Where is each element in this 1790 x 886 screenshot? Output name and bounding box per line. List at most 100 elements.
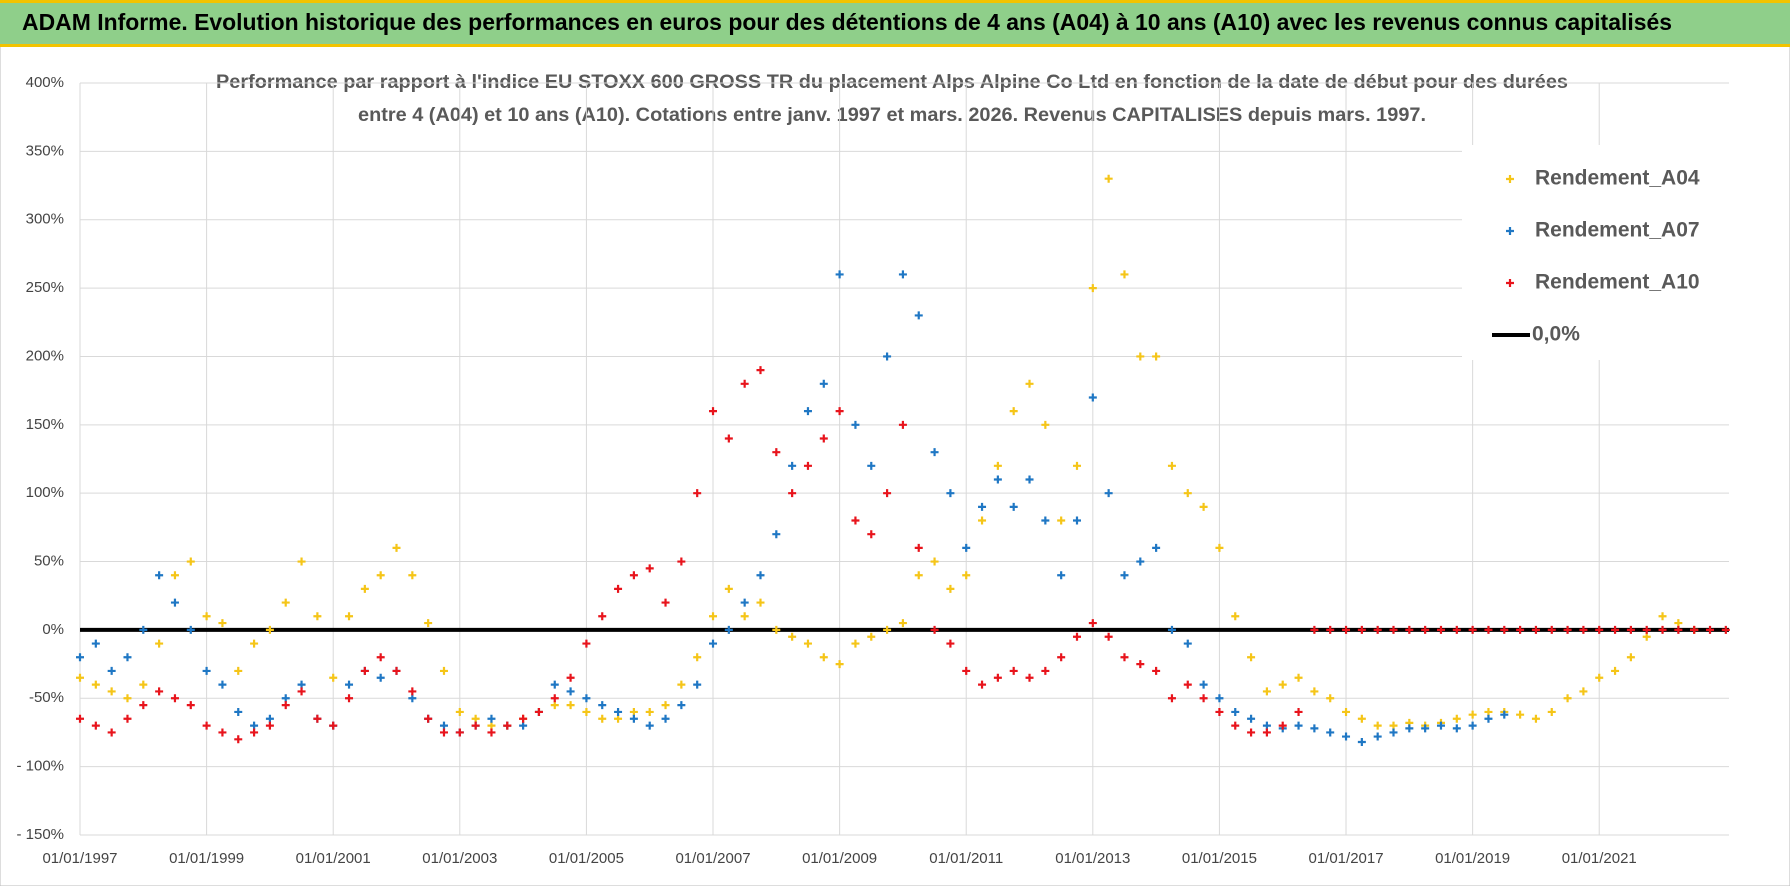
data-point xyxy=(693,653,702,662)
y-tick-label: 100% xyxy=(26,484,64,501)
data-point xyxy=(313,612,322,621)
y-tick-label: 400% xyxy=(26,74,64,91)
data-point xyxy=(439,666,448,675)
x-tick-label: 01/01/2013 xyxy=(1055,850,1130,867)
data-point xyxy=(1642,625,1651,634)
data-point xyxy=(218,619,227,628)
data-point xyxy=(1690,625,1699,634)
data-point xyxy=(1310,687,1319,696)
data-point xyxy=(946,639,955,648)
data-point xyxy=(1120,270,1129,279)
data-point xyxy=(155,571,164,580)
data-point xyxy=(408,571,417,580)
data-point xyxy=(1373,721,1382,730)
data-point xyxy=(202,666,211,675)
data-point xyxy=(170,694,179,703)
data-point xyxy=(265,721,274,730)
data-point xyxy=(835,407,844,416)
data-point xyxy=(1073,516,1081,525)
data-point xyxy=(218,680,227,689)
data-point xyxy=(76,673,84,682)
data-point xyxy=(788,632,797,641)
data-point xyxy=(709,612,718,621)
data-point xyxy=(455,728,464,737)
data-point xyxy=(756,571,765,580)
data-point xyxy=(993,461,1002,470)
data-point xyxy=(1421,724,1430,733)
data-point xyxy=(1547,707,1556,716)
data-point xyxy=(835,270,844,279)
legend-box xyxy=(1462,145,1730,360)
legend-label: Rendement_A04 xyxy=(1535,167,1700,190)
data-point xyxy=(170,571,179,580)
legend-marker xyxy=(1506,175,1514,183)
data-point xyxy=(1120,571,1129,580)
data-point xyxy=(1468,721,1477,730)
data-point xyxy=(819,653,828,662)
data-point xyxy=(76,653,84,662)
data-point xyxy=(582,694,591,703)
data-point xyxy=(867,632,876,641)
legend: Rendement_A04 Rendement_A07 Rendement_A10 0… xyxy=(1462,145,1730,360)
data-point xyxy=(598,701,607,710)
data-point xyxy=(76,714,84,723)
data-point xyxy=(1167,461,1176,470)
data-point xyxy=(439,721,448,730)
title-bar xyxy=(0,0,1790,46)
data-point xyxy=(1025,673,1034,682)
data-point xyxy=(1452,724,1461,733)
y-tick-label: 150% xyxy=(26,416,64,433)
data-point xyxy=(614,584,623,593)
data-point xyxy=(281,598,290,607)
data-point xyxy=(1009,502,1018,511)
data-point xyxy=(835,660,844,669)
data-point xyxy=(1104,489,1113,498)
data-point xyxy=(1088,619,1097,628)
data-point xyxy=(1342,732,1351,741)
data-point xyxy=(1516,625,1525,634)
data-point xyxy=(740,379,749,388)
data-point xyxy=(883,625,892,634)
data-point xyxy=(91,680,100,689)
data-point xyxy=(487,714,496,723)
data-point xyxy=(1373,732,1382,741)
y-tick-label: -50% xyxy=(29,689,64,706)
data-point xyxy=(1452,714,1461,723)
data-point xyxy=(1468,710,1477,719)
x-tick-label: 01/01/2019 xyxy=(1435,850,1510,867)
data-point xyxy=(1626,653,1635,662)
x-tick-label: 01/01/2011 xyxy=(929,850,1003,867)
data-point xyxy=(1326,625,1335,634)
data-point xyxy=(1294,721,1303,730)
data-point xyxy=(281,701,290,710)
data-point xyxy=(1136,660,1145,669)
legend-label: 0,0% xyxy=(1532,323,1580,346)
data-point xyxy=(1262,728,1271,737)
data-point xyxy=(1658,612,1667,621)
data-point xyxy=(772,625,781,634)
data-point xyxy=(139,625,148,634)
data-point xyxy=(661,701,670,710)
data-point xyxy=(487,728,496,737)
data-point xyxy=(677,701,686,710)
data-point xyxy=(534,707,543,716)
data-point xyxy=(392,543,401,552)
data-point xyxy=(1231,707,1240,716)
data-point xyxy=(202,612,211,621)
data-point xyxy=(297,687,306,696)
data-point xyxy=(345,694,354,703)
data-point xyxy=(455,707,464,716)
data-point xyxy=(376,673,385,682)
data-point xyxy=(914,311,923,320)
data-point xyxy=(1025,379,1034,388)
data-point xyxy=(614,707,623,716)
data-point xyxy=(1231,721,1240,730)
data-point xyxy=(550,701,559,710)
plot-area: 400% 350% 300% 250% 200% 150% 100% 50% 0% -50% - 1… xyxy=(16,74,1730,867)
data-point xyxy=(1088,393,1097,402)
data-point xyxy=(1421,625,1430,634)
data-point xyxy=(1674,625,1683,634)
data-point xyxy=(503,721,512,730)
data-point xyxy=(1215,543,1224,552)
